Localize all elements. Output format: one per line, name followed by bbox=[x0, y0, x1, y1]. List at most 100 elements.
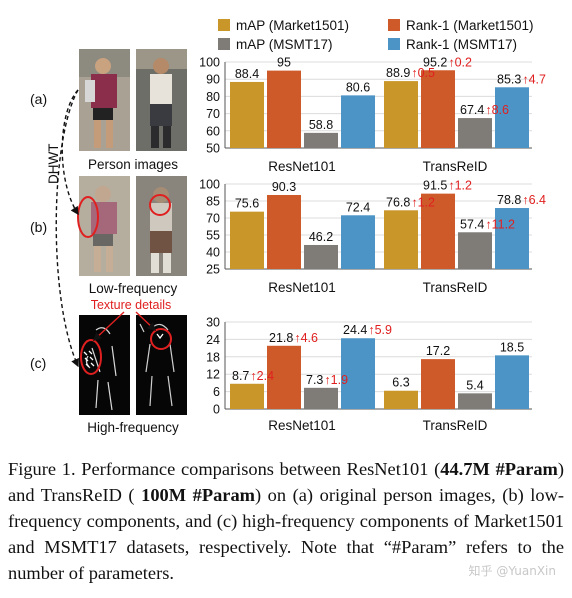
value-text: 72.4 bbox=[346, 200, 370, 214]
chart-a-ytick: 90 bbox=[206, 73, 220, 87]
legend-swatch-rank1-market1501 bbox=[388, 19, 400, 31]
value-text: 80.6 bbox=[346, 80, 370, 94]
chart-a-bar-resnet101-rank-1-msmt17 bbox=[341, 95, 375, 148]
chart-c-bar-resnet101-map-market1501 bbox=[230, 383, 264, 409]
legend-label-rank1-market1501: Rank-1 (Market1501) bbox=[406, 18, 534, 33]
chart-a-value-label: 95.2↑0.2 bbox=[423, 55, 472, 69]
chart-c-value-label: 21.8↑4.6 bbox=[269, 331, 318, 345]
gain-text: ↑1.2 bbox=[448, 179, 472, 193]
chart-b-category-resnet101: ResNet101 bbox=[268, 280, 336, 295]
chart-b-value-label: 46.2 bbox=[309, 230, 333, 244]
chart-c-ytick: 12 bbox=[206, 368, 220, 382]
texture-pointer-1 bbox=[92, 311, 125, 341]
value-text: 8.7 bbox=[232, 369, 249, 383]
chart-b-bar-transreid-rank-1-msmt17 bbox=[495, 208, 529, 269]
legend-swatch-map-msmt17 bbox=[218, 38, 230, 50]
chart-b-category-transreid: TransReID bbox=[423, 280, 488, 295]
chart-a-bar-resnet101-rank-1-market1501 bbox=[267, 70, 301, 148]
chart-a-category-transreid: TransReID bbox=[423, 159, 488, 174]
low-frequency-image-2 bbox=[136, 176, 187, 276]
chart-c-bar-transreid-rank-1-msmt17 bbox=[495, 355, 529, 409]
chart-c-ytick: 6 bbox=[213, 385, 220, 399]
low-frequency-image-1 bbox=[77, 176, 130, 276]
chart-a-value-label: 58.8 bbox=[309, 118, 333, 132]
gain-text: ↑1.9 bbox=[324, 373, 348, 387]
value-text: 85.3 bbox=[497, 72, 521, 86]
low-frequency-circle-2 bbox=[149, 194, 171, 216]
chart-b-value-label: 72.4 bbox=[346, 200, 370, 214]
row-label-c: (c) bbox=[30, 355, 46, 371]
chart-b-bar-resnet101-map-msmt17 bbox=[304, 244, 338, 269]
value-text: 95 bbox=[277, 56, 291, 70]
gain-text: ↑8.6 bbox=[485, 103, 509, 117]
chart-c-bar-resnet101-rank-1-msmt17 bbox=[341, 338, 375, 409]
chart-a-bar-transreid-map-msmt17 bbox=[458, 118, 492, 148]
legend-label-map-market1501: mAP (Market1501) bbox=[236, 18, 349, 33]
chart-b-ytick: 70 bbox=[206, 212, 220, 226]
chart-b-bar-transreid-map-market1501 bbox=[384, 210, 418, 269]
chart-c-category-resnet101: ResNet101 bbox=[268, 418, 336, 433]
low-frequency-circle-1 bbox=[77, 196, 99, 238]
gain-text: ↑6.4 bbox=[522, 193, 546, 207]
person-image-2 bbox=[136, 49, 187, 151]
value-text: 90.3 bbox=[272, 180, 296, 194]
caption-resnet-param: 44.7M #Param bbox=[440, 459, 558, 479]
chart-c: 0 6 12 18 24 30 8.7↑2.4 21.8↑4.6 7.3↑1.9 24.4↑5.… bbox=[206, 316, 532, 433]
chart-c-ytick: 18 bbox=[206, 350, 220, 364]
chart-a-value-label: 85.3↑4.7 bbox=[497, 72, 546, 86]
chart-b-bar-resnet101-map-market1501 bbox=[230, 211, 264, 269]
chart-a-ytick: 60 bbox=[206, 124, 220, 138]
chart-a-value-label: 80.6 bbox=[346, 80, 370, 94]
chart-c-category-transreid: TransReID bbox=[423, 418, 488, 433]
chart-a-ytick: 100 bbox=[199, 56, 220, 70]
figure: mAP (Market1501) Rank-1 (Market1501) mAP… bbox=[30, 18, 546, 435]
caption-part-3: ) on (a) original person images, (b) low… bbox=[8, 485, 565, 583]
caption-transreid-param: 100M #Param bbox=[141, 485, 255, 505]
value-text: 21.8 bbox=[269, 331, 293, 345]
gain-text: ↑5.9 bbox=[368, 323, 392, 337]
value-text: 67.4 bbox=[460, 103, 484, 117]
chart-b-ytick: 85 bbox=[206, 195, 220, 209]
texture-details-caption: Texture details bbox=[91, 298, 172, 312]
value-text: 18.5 bbox=[500, 340, 524, 354]
chart-b-ytick: 25 bbox=[206, 263, 220, 277]
gain-text: ↑11.2 bbox=[485, 217, 515, 231]
value-text: 78.8 bbox=[497, 193, 521, 207]
legend-swatch-map-market1501 bbox=[218, 19, 230, 31]
value-text: 88.4 bbox=[235, 67, 259, 81]
chart-b-value-label: 75.6 bbox=[235, 197, 259, 211]
chart-c-bar-transreid-rank-1-market1501 bbox=[421, 359, 455, 409]
chart-a-bar-transreid-rank-1-market1501 bbox=[421, 70, 455, 148]
watermark: 知乎 @YuanXin bbox=[466, 562, 558, 579]
gain-text: ↑4.7 bbox=[522, 72, 546, 86]
value-text: 24.4 bbox=[343, 323, 367, 337]
value-text: 5.4 bbox=[466, 378, 483, 392]
high-frequency-circle-1 bbox=[80, 339, 102, 375]
chart-a-ytick: 80 bbox=[206, 90, 220, 104]
chart-a-value-label: 88.9↑0.5 bbox=[386, 66, 435, 80]
chart-a-value-label: 95 bbox=[277, 56, 291, 70]
chart-a-value-label: 88.4 bbox=[235, 67, 259, 81]
legend: mAP (Market1501) Rank-1 (Market1501) mAP… bbox=[218, 18, 534, 52]
chart-b-value-label: 78.8↑6.4 bbox=[497, 193, 546, 207]
chart-b-bar-transreid-map-msmt17 bbox=[458, 232, 492, 269]
figure-caption: Figure 1. Performance comparisons betwee… bbox=[8, 456, 564, 586]
chart-c-value-label: 24.4↑5.9 bbox=[343, 323, 392, 337]
chart-a-bar-resnet101-map-msmt17 bbox=[304, 132, 338, 148]
legend-label-rank1-msmt17: Rank-1 (MSMT17) bbox=[406, 37, 517, 52]
chart-a-bar-resnet101-map-market1501 bbox=[230, 81, 264, 148]
gain-text: ↑0.2 bbox=[448, 55, 472, 69]
chart-c-ytick: 0 bbox=[213, 403, 220, 417]
dhwt-label: DHWT bbox=[46, 144, 61, 185]
chart-b-bar-transreid-rank-1-market1501 bbox=[421, 193, 455, 269]
texture-pointer-2 bbox=[135, 311, 157, 331]
value-text: 95.2 bbox=[423, 55, 447, 69]
chart-b-value-label: 91.5↑1.2 bbox=[423, 179, 472, 193]
chart-c-bar-transreid-map-msmt17 bbox=[458, 393, 492, 409]
value-text: 58.8 bbox=[309, 118, 333, 132]
chart-c-bar-resnet101-rank-1-market1501 bbox=[267, 345, 301, 409]
chart-b-ytick: 55 bbox=[206, 229, 220, 243]
chart-c-value-label: 8.7↑2.4 bbox=[232, 369, 274, 383]
chart-b-ytick: 100 bbox=[199, 178, 220, 192]
